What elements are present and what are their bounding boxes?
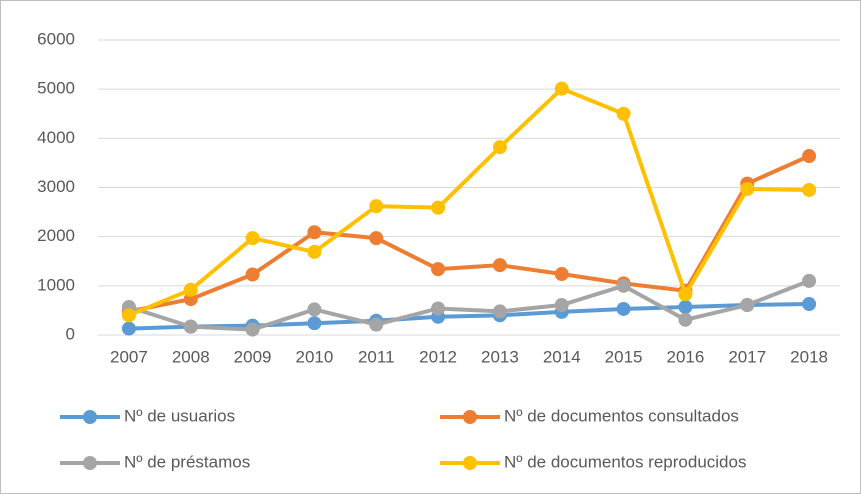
- data-point: [678, 299, 693, 314]
- legend-label: Nº de préstamos: [124, 452, 250, 471]
- data-point: [431, 262, 446, 277]
- data-point: [431, 200, 446, 215]
- data-point: [616, 278, 631, 293]
- legend-label: Nº de documentos consultados: [504, 406, 739, 425]
- data-point: [183, 282, 198, 297]
- x-tick-label: 2017: [728, 347, 766, 366]
- data-point: [740, 298, 755, 313]
- series-line: [128, 302, 810, 331]
- data-point: [307, 225, 322, 240]
- x-tick-label: 2015: [605, 347, 643, 366]
- x-tick-label: 2012: [419, 347, 457, 366]
- data-point: [245, 231, 260, 246]
- x-tick-label: 2010: [296, 347, 334, 366]
- data-point: [183, 319, 198, 334]
- data-point: [431, 301, 446, 316]
- data-point: [369, 199, 384, 214]
- series-line: [128, 279, 810, 332]
- data-point: [369, 317, 384, 332]
- data-point: [740, 181, 755, 196]
- legend-marker: [83, 410, 97, 424]
- y-tick-label: 2000: [37, 226, 75, 245]
- data-point: [492, 304, 507, 319]
- x-tick-label: 2007: [110, 347, 148, 366]
- data-point: [616, 106, 631, 121]
- data-point: [554, 81, 569, 96]
- data-point: [121, 321, 136, 336]
- data-point: [554, 267, 569, 282]
- data-point: [802, 273, 817, 288]
- legend-marker: [463, 410, 477, 424]
- legend-label: Nº de documentos reproducidos: [504, 452, 746, 471]
- y-tick-label: 0: [66, 324, 75, 343]
- x-tick-label: 2009: [234, 347, 272, 366]
- data-point: [369, 231, 384, 246]
- data-point: [616, 301, 631, 316]
- data-point: [492, 258, 507, 273]
- x-tick-label: 2008: [172, 347, 210, 366]
- data-point: [307, 302, 322, 317]
- data-point: [492, 140, 507, 155]
- x-tick-label: 2016: [667, 347, 705, 366]
- data-point: [678, 312, 693, 327]
- data-point: [245, 267, 260, 282]
- legend-label: Nº de usuarios: [124, 406, 235, 425]
- data-point: [802, 297, 817, 312]
- x-tick-label: 2018: [790, 347, 828, 366]
- y-tick-label: 6000: [37, 29, 75, 48]
- data-point: [802, 182, 817, 197]
- y-tick-label: 3000: [37, 177, 75, 196]
- legend-marker: [463, 456, 477, 470]
- x-tick-label: 2013: [481, 347, 519, 366]
- series-line: [128, 86, 810, 318]
- legend-marker: [83, 456, 97, 470]
- x-tick-label: 2014: [543, 347, 581, 366]
- data-point: [245, 322, 260, 337]
- y-tick-label: 4000: [37, 128, 75, 147]
- data-point: [121, 308, 136, 323]
- data-point: [554, 298, 569, 313]
- data-point: [307, 316, 322, 331]
- x-tick-label: 2011: [358, 347, 395, 366]
- data-point: [678, 287, 693, 302]
- data-point: [802, 149, 817, 164]
- y-tick-label: 5000: [37, 79, 75, 98]
- data-point: [307, 244, 322, 259]
- y-tick-label: 1000: [37, 275, 75, 294]
